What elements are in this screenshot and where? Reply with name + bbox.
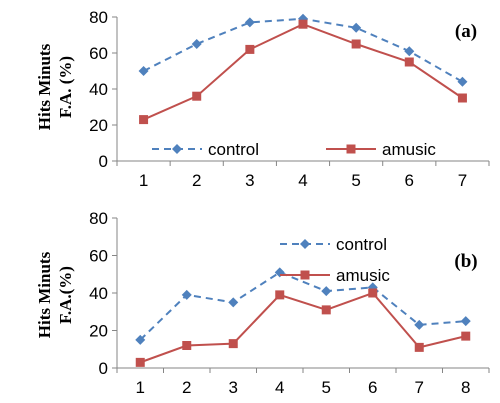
y-axis-label-a-line2: F.A. (%)	[56, 56, 75, 118]
x-tick-label: 5	[322, 378, 331, 397]
x-tick-label: 7	[415, 378, 424, 397]
x-tick-label: 2	[192, 171, 201, 190]
y-tick-label: 20	[89, 116, 108, 135]
x-tick-label: 1	[136, 378, 145, 397]
y-axis-label-a-line1: Hits Minuts	[35, 43, 54, 130]
data-point-amusic	[404, 57, 414, 67]
x-tick-label: 4	[298, 171, 307, 190]
legend-marker-amusic	[346, 144, 356, 154]
series-line-amusic	[139, 291, 466, 364]
data-point-control	[135, 334, 146, 345]
y-tick-label: 0	[99, 359, 108, 378]
x-tick-label: 1	[139, 171, 148, 190]
y-tick-label: 80	[89, 209, 108, 228]
data-point-control	[414, 319, 425, 330]
x-tick-label: 6	[368, 378, 377, 397]
data-point-control	[228, 297, 239, 308]
x-tick-label: 8	[461, 378, 470, 397]
data-point-control	[138, 66, 149, 76]
data-point-amusic	[139, 115, 149, 125]
x-tick-label: 3	[245, 171, 254, 190]
legend-label-control: control	[336, 235, 387, 254]
series-line-amusic	[143, 23, 463, 121]
legend-marker-amusic	[300, 270, 310, 280]
x-tick-label: 5	[351, 171, 360, 190]
data-point-control	[321, 286, 332, 297]
legend-label-control: control	[208, 140, 259, 159]
legend-label-amusic: amusic	[336, 266, 390, 285]
legend-marker-control	[172, 144, 182, 154]
y-tick-label: 20	[89, 322, 108, 341]
data-point-control	[181, 289, 192, 300]
data-point-control	[351, 22, 362, 33]
chart-panel-b: (b) Hits Minuts F.A.(%) 0 20 40 60 80 1 2 3 4 5 6 7…	[35, 209, 490, 397]
data-point-control	[191, 39, 202, 49]
x-tick-label: 2	[182, 378, 191, 397]
chart-panel-a: (a) Hits Minuts F.A. (%) 0 20 40 60 80 1 2 3 4 5 6…	[35, 8, 490, 190]
data-point-control	[404, 46, 415, 57]
x-tick-label: 4	[275, 378, 284, 397]
y-tick-label: 60	[89, 247, 108, 266]
data-point-amusic	[457, 93, 467, 103]
x-tick-label: 3	[229, 378, 238, 397]
y-axis-label-b-line1: Hits Minuts	[35, 251, 54, 338]
data-point-amusic	[275, 290, 285, 300]
legend-label-amusic: amusic	[382, 140, 436, 159]
data-point-control	[244, 17, 255, 28]
data-point-amusic	[298, 19, 308, 29]
data-point-amusic	[135, 357, 145, 367]
panel-label-a: (a)	[455, 21, 477, 42]
y-tick-label: 60	[89, 44, 108, 63]
legend-marker-control	[300, 239, 310, 249]
data-point-amusic	[192, 91, 202, 101]
data-point-control	[460, 316, 471, 327]
y-axis-label-b-line2: F.A.(%)	[56, 266, 75, 324]
data-point-amusic	[414, 342, 424, 352]
data-point-amusic	[461, 331, 471, 341]
data-point-amusic	[351, 39, 361, 49]
y-tick-label: 40	[89, 284, 108, 303]
data-point-amusic	[321, 305, 331, 315]
data-point-control	[457, 76, 468, 87]
panel-label-b: (b)	[454, 251, 477, 272]
data-point-amusic	[228, 339, 238, 349]
data-point-amusic	[245, 44, 255, 54]
x-tick-label: 6	[405, 171, 414, 190]
x-tick-label: 7	[458, 171, 467, 190]
data-point-amusic	[182, 341, 192, 350]
data-point-amusic	[368, 288, 378, 298]
y-tick-label: 80	[89, 8, 108, 27]
y-tick-label: 40	[89, 80, 108, 99]
y-tick-label: 0	[99, 152, 108, 171]
series-line-control	[139, 271, 466, 341]
